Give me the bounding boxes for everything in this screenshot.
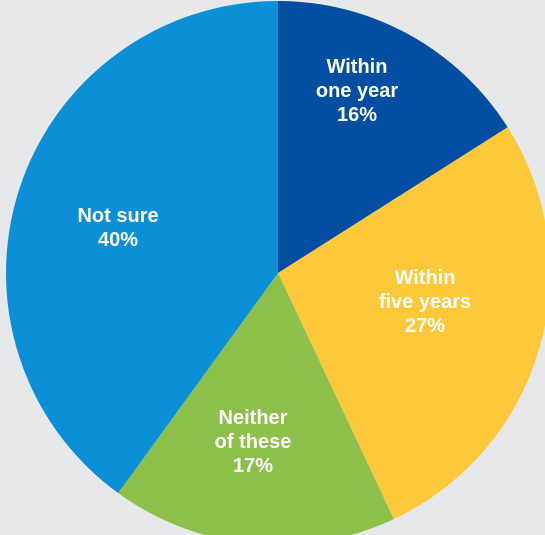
pie-slice [278, 1, 508, 273]
pie-slice [278, 127, 545, 520]
pie-slice [6, 1, 279, 494]
slice-label-line: of these [215, 431, 292, 453]
slice-value-label: 40% [98, 229, 138, 251]
slice-label: Not sure 40% [77, 205, 158, 251]
slice-value-label: 16% [337, 104, 377, 126]
slice-label: Within five years 27% [379, 267, 471, 337]
slice-label-line: five years [379, 291, 471, 313]
pie-slice [118, 273, 394, 535]
slice-label: Neither of these 17% [215, 407, 292, 477]
slice-label-line: Not sure [77, 205, 158, 227]
slice-value-label: 17% [233, 455, 273, 477]
slice-label-line: Within [327, 56, 388, 78]
pie-slices [6, 1, 545, 535]
slice-label: Within one year 16% [316, 56, 398, 126]
slice-value-label: 27% [405, 315, 445, 337]
slice-label-line: Neither [219, 407, 288, 429]
slice-labels: Within one year 16%Within five years 27%Neit… [77, 56, 471, 477]
slice-label-line: Within [395, 267, 456, 289]
slice-label-line: one year [316, 80, 398, 102]
